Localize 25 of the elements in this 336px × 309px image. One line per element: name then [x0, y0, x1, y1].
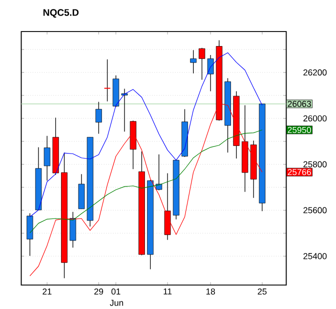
ref-line-label: 26063 — [288, 100, 311, 107]
candlestick — [26, 212, 34, 256]
x-tick-label: 01 — [111, 288, 120, 295]
x-tick-label: 18 — [206, 288, 215, 295]
x-tick-label: 29 — [94, 288, 104, 295]
x-tick-label: 25 — [258, 288, 267, 295]
x-tick-label: 11 — [164, 288, 172, 294]
y-tick-label: 25600 — [303, 207, 327, 214]
candlestick — [121, 88, 128, 132]
y-tick-label: 25400 — [303, 253, 327, 260]
candlestick — [156, 154, 162, 191]
candlestick — [104, 58, 111, 102]
candlestick — [70, 211, 76, 248]
text: 25766 — [288, 169, 311, 176]
candlestick — [95, 101, 102, 134]
text: 25950 — [288, 126, 312, 133]
y-tick-label: 25800 — [303, 161, 327, 168]
candlestick — [44, 135, 50, 181]
x-tick-label: 21 — [42, 288, 52, 294]
y-tick-label: 26200 — [303, 69, 327, 76]
y-tick-label: 26000 — [303, 115, 327, 122]
text: Jun — [110, 300, 124, 306]
candlestick — [164, 172, 171, 240]
chart-title: NQC5.D — [43, 9, 79, 18]
candlestick — [190, 50, 197, 74]
